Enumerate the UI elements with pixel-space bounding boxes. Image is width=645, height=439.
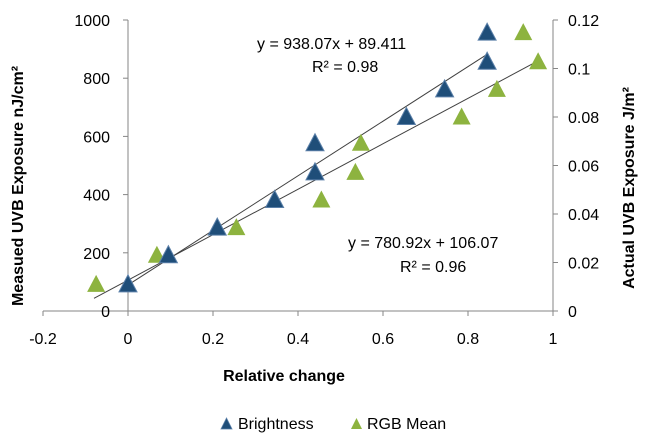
x-tick-label: 1 [549,331,558,348]
legend: Brightness RGB Mean [220,416,446,433]
y-axis-title: Measued UVB Exposure nJ/cm² [10,66,27,306]
data-point-brightness [305,132,325,152]
equation-label-rgb-mean: y = 780.92x + 106.07 [348,235,498,252]
x-tick-label: 0.4 [287,331,309,348]
y-tick-label: 800 [83,71,110,88]
data-point-brightness [305,161,325,181]
x-tick-label: 0.6 [372,331,394,348]
data-point-rgb-mean [346,162,365,180]
data-points [87,22,548,293]
legend-marker-brightness [220,417,233,430]
x-tick-label: 0.2 [202,331,224,348]
y-tick-label: 600 [83,129,110,146]
y2-tick-label: 0.06 [568,159,599,176]
y-tick-label: 200 [83,246,110,263]
y2-tick-label: 0 [568,304,577,321]
y-tick-label: 400 [83,188,110,205]
data-point-brightness [396,106,417,126]
data-point-brightness [477,22,497,41]
data-point-rgb-mean [529,52,548,70]
data-point-rgb-mean [487,79,506,97]
data-point-rgb-mean [227,218,246,236]
data-point-rgb-mean [312,190,331,208]
y2-tick-label: 0.08 [568,110,599,127]
x-tick-label: 0.8 [457,331,479,348]
y-tick-label: 0 [101,304,110,321]
x-axis-title: Relative change [223,368,345,385]
data-point-rgb-mean [452,107,471,125]
data-point-brightness [477,51,497,70]
r2-label-rgb-mean: R² = 0.96 [400,259,466,276]
legend-label-rgb-mean: RGB Mean [367,416,446,433]
y2-tick-label: 0.04 [568,207,599,224]
x-tick-label: 0 [124,331,133,348]
y2-axis-title: Actual UVB Exposure J/m² [621,87,638,289]
equation-label-brightness: y = 938.07x + 89.411 [257,36,406,53]
legend-marker-rgb-mean [351,418,362,429]
legend-label-brightness: Brightness [238,416,314,433]
data-point-brightness [118,273,138,293]
data-point-rgb-mean [514,23,533,41]
y2-tick-label: 0.02 [568,256,599,273]
data-point-rgb-mean [87,274,106,292]
data-point-brightness [207,217,228,236]
data-point-brightness [264,189,285,208]
r2-label-brightness: R² = 0.98 [312,59,378,76]
y2-tick-label: 0.1 [568,62,590,79]
trendline-brightness [123,53,488,289]
x-tick-label: -0.2 [29,331,57,348]
data-point-brightness [158,244,179,264]
y2-tick-label: 0.12 [568,13,599,30]
y-tick-label: 1000 [74,13,110,30]
axes: -0.2 0 0.2 0.4 0.6 0.8 10200400600800100000.02… [29,13,599,348]
data-point-rgb-mean [351,133,370,151]
data-point-brightness [434,78,455,98]
